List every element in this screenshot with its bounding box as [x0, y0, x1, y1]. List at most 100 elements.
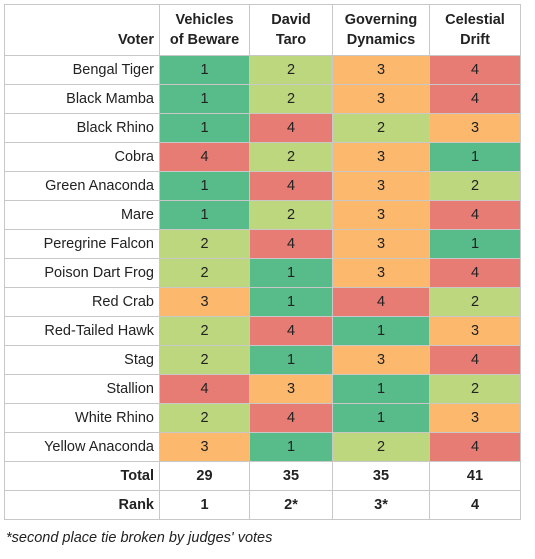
score-cell: 3 — [332, 345, 430, 375]
score-cell: 3 — [332, 200, 430, 230]
total-row: Total 29 35 35 41 — [4, 461, 521, 491]
score-cell: 1 — [429, 229, 521, 259]
voter-name: Bengal Tiger — [4, 55, 160, 85]
voter-name: Cobra — [4, 142, 160, 172]
score-cell: 1 — [159, 200, 250, 230]
voter-row: Stallion 4 3 1 2 — [4, 374, 521, 404]
score-cell: 2 — [159, 229, 250, 259]
score-cell: 1 — [249, 432, 333, 462]
voter-name: Mare — [4, 200, 160, 230]
score-cell: 1 — [249, 258, 333, 288]
score-cell: 4 — [249, 316, 333, 346]
score-cell: 3 — [429, 403, 521, 433]
score-cell: 2 — [249, 84, 333, 114]
results-table: Voter Vehicles of Beware David Taro Govern… — [4, 4, 521, 520]
score-cell: 4 — [429, 55, 521, 85]
score-cell: 1 — [332, 403, 430, 433]
total-value: 35 — [249, 461, 333, 491]
score-cell: 1 — [249, 345, 333, 375]
score-cell: 4 — [249, 113, 333, 143]
score-cell: 2 — [249, 200, 333, 230]
score-cell: 3 — [332, 171, 430, 201]
footnote: *second place tie broken by judges' vote… — [6, 530, 273, 546]
total-value: 41 — [429, 461, 521, 491]
score-cell: 2 — [159, 345, 250, 375]
voter-row: White Rhino 2 4 1 3 — [4, 403, 521, 433]
score-cell: 2 — [332, 432, 430, 462]
score-cell: 3 — [332, 258, 430, 288]
voter-name: Poison Dart Frog — [4, 258, 160, 288]
score-cell: 1 — [332, 316, 430, 346]
voter-name: Yellow Anaconda — [4, 432, 160, 462]
voter-row: Black Mamba 1 2 3 4 — [4, 84, 521, 114]
candidate-header: Celestial Drift — [429, 4, 521, 56]
score-cell: 3 — [332, 55, 430, 85]
score-cell: 1 — [429, 142, 521, 172]
voter-name: Stag — [4, 345, 160, 375]
voter-row: Poison Dart Frog 2 1 3 4 — [4, 258, 521, 288]
score-cell: 2 — [429, 374, 521, 404]
score-cell: 2 — [332, 113, 430, 143]
voter-name: Black Rhino — [4, 113, 160, 143]
rank-value: 4 — [429, 490, 521, 520]
voter-row: Red Crab 3 1 4 2 — [4, 287, 521, 317]
score-cell: 3 — [429, 113, 521, 143]
voter-name: Green Anaconda — [4, 171, 160, 201]
score-cell: 3 — [249, 374, 333, 404]
voter-name: White Rhino — [4, 403, 160, 433]
rank-value: 1 — [159, 490, 250, 520]
total-value: 29 — [159, 461, 250, 491]
score-cell: 3 — [159, 432, 250, 462]
score-cell: 3 — [429, 316, 521, 346]
voter-column-header: Voter — [4, 4, 160, 56]
score-cell: 4 — [429, 258, 521, 288]
voter-row: Yellow Anaconda 3 1 2 4 — [4, 432, 521, 462]
voter-name: Stallion — [4, 374, 160, 404]
voter-row: Peregrine Falcon 2 4 3 1 — [4, 229, 521, 259]
score-cell: 4 — [249, 403, 333, 433]
score-cell: 4 — [332, 287, 430, 317]
score-cell: 4 — [429, 200, 521, 230]
score-cell: 2 — [429, 287, 521, 317]
score-cell: 3 — [332, 229, 430, 259]
rank-value: 3* — [332, 490, 430, 520]
score-cell: 1 — [332, 374, 430, 404]
candidate-header: Governing Dynamics — [332, 4, 430, 56]
voter-name: Black Mamba — [4, 84, 160, 114]
score-cell: 3 — [332, 84, 430, 114]
voter-row: Black Rhino 1 4 2 3 — [4, 113, 521, 143]
score-cell: 2 — [159, 258, 250, 288]
score-cell: 1 — [159, 171, 250, 201]
score-cell: 4 — [429, 432, 521, 462]
header-row: Voter Vehicles of Beware David Taro Govern… — [4, 4, 521, 56]
score-cell: 2 — [429, 171, 521, 201]
score-cell: 2 — [249, 55, 333, 85]
rank-label: Rank — [4, 490, 160, 520]
voter-name: Red-Tailed Hawk — [4, 316, 160, 346]
score-cell: 2 — [159, 316, 250, 346]
total-value: 35 — [332, 461, 430, 491]
score-cell: 4 — [249, 171, 333, 201]
total-label: Total — [4, 461, 160, 491]
candidate-header: Vehicles of Beware — [159, 4, 250, 56]
score-cell: 4 — [249, 229, 333, 259]
voter-row: Stag 2 1 3 4 — [4, 345, 521, 375]
score-cell: 1 — [159, 113, 250, 143]
rank-row: Rank 1 2* 3* 4 — [4, 490, 521, 520]
voter-row: Bengal Tiger 1 2 3 4 — [4, 55, 521, 85]
candidate-header: David Taro — [249, 4, 333, 56]
score-cell: 3 — [159, 287, 250, 317]
voter-row: Red-Tailed Hawk 2 4 1 3 — [4, 316, 521, 346]
rank-value: 2* — [249, 490, 333, 520]
score-cell: 3 — [332, 142, 430, 172]
score-cell: 2 — [249, 142, 333, 172]
voter-name: Red Crab — [4, 287, 160, 317]
score-cell: 4 — [159, 142, 250, 172]
score-cell: 1 — [159, 55, 250, 85]
score-cell: 4 — [429, 345, 521, 375]
score-cell: 2 — [159, 403, 250, 433]
score-cell: 4 — [429, 84, 521, 114]
score-cell: 1 — [159, 84, 250, 114]
score-cell: 1 — [249, 287, 333, 317]
voter-row: Green Anaconda 1 4 3 2 — [4, 171, 521, 201]
